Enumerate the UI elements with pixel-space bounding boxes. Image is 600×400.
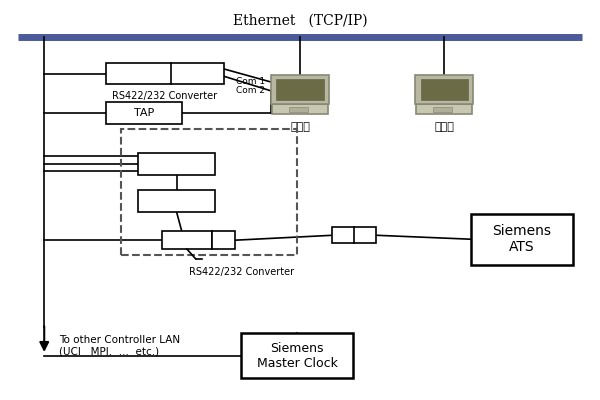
Bar	[470, 214, 574, 265]
Bar	[271, 74, 329, 104]
Text: Com 2: Com 2	[236, 86, 265, 95]
Bar	[289, 107, 308, 112]
Text: RS422/232 Converter: RS422/232 Converter	[112, 92, 217, 102]
Text: Siemens
Master Clock: Siemens Master Clock	[257, 342, 337, 370]
Text: LIU: LIU	[168, 159, 185, 169]
Bar	[272, 104, 328, 114]
Text: Com 1: Com 1	[236, 78, 265, 86]
Text: TAP: TAP	[134, 108, 154, 118]
Text: Siemens
ATS: Siemens ATS	[493, 224, 551, 254]
Bar	[433, 107, 452, 112]
Bar	[277, 79, 323, 100]
Bar	[416, 104, 472, 114]
Bar	[139, 153, 215, 174]
Bar	[212, 231, 235, 249]
Text: (UCI   MPI.  …  etc.): (UCI MPI. … etc.)	[59, 347, 159, 357]
Text: 备份站: 备份站	[434, 122, 454, 132]
Bar	[162, 231, 212, 249]
Text: 工作站: 工作站	[290, 122, 310, 132]
Text: RS422/232 Converter: RS422/232 Converter	[188, 267, 294, 277]
Text: Ethernet   (TCP/IP): Ethernet (TCP/IP)	[233, 14, 367, 28]
Bar	[241, 333, 353, 378]
Bar	[332, 228, 376, 243]
Bar	[121, 130, 297, 255]
Bar	[139, 190, 215, 212]
Bar	[421, 79, 467, 100]
Bar	[415, 74, 473, 104]
Bar	[106, 102, 182, 124]
Text: To other Controller LAN: To other Controller LAN	[59, 335, 180, 345]
Text: HLI: HLI	[167, 196, 185, 206]
Bar	[106, 63, 224, 84]
